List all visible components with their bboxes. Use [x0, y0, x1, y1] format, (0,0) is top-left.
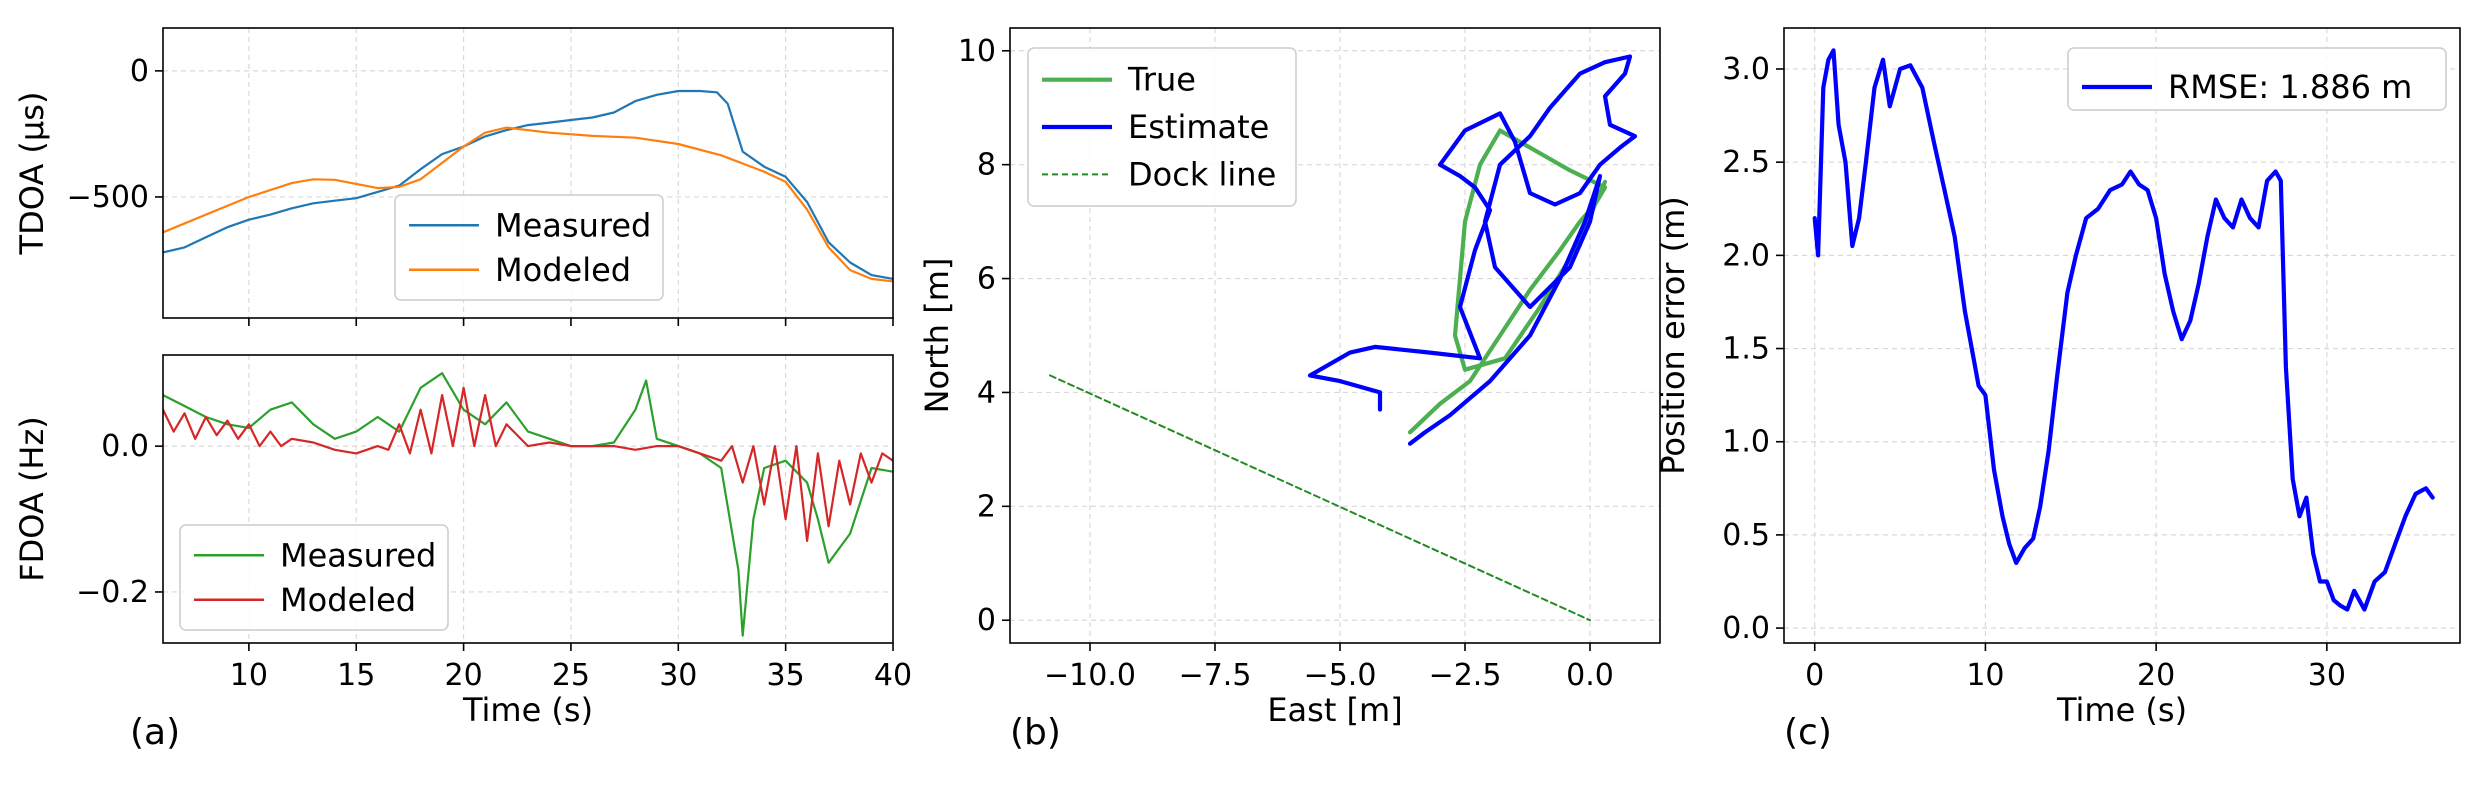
- legend-label: Modeled: [495, 251, 631, 289]
- x-axis-label: East [m]: [1267, 691, 1402, 729]
- x-tick-label: 30: [659, 658, 697, 693]
- legend-label: Dock line: [1128, 155, 1276, 193]
- y-axis-label: TDOA (µs): [13, 92, 51, 256]
- legend-box: [179, 524, 449, 631]
- y-tick-label: 6: [977, 262, 996, 297]
- x-tick-label: −10.0: [1044, 658, 1136, 693]
- x-tick-label: 30: [2308, 658, 2346, 693]
- series-group-tdoa: [163, 89, 893, 283]
- x-tick-label: 0.0: [1566, 658, 1614, 693]
- series-group-position-error: [1812, 48, 2435, 612]
- x-tick-label: −2.5: [1429, 658, 1502, 693]
- x-tick-label: 20: [2137, 658, 2175, 693]
- x-tick-label: −5.0: [1304, 658, 1377, 693]
- legend-box: [1027, 47, 1297, 207]
- legend-label: RMSE: 1.886 m: [2168, 68, 2412, 106]
- y-tick-label: 4: [977, 375, 996, 410]
- y-tick-label: 1.5: [1722, 332, 1770, 367]
- x-tick-label: 15: [337, 658, 375, 693]
- panel-label-a: (a): [130, 712, 180, 753]
- legend-label: Estimate: [1128, 108, 1269, 146]
- legend-fdoa: Measured Modeled: [179, 524, 449, 631]
- legend-box: [394, 194, 664, 301]
- y-tick-label: 2.5: [1722, 145, 1770, 180]
- y-tick-label: 2.0: [1722, 238, 1770, 273]
- x-tick-label: 10: [1966, 658, 2004, 693]
- y-tick-label: 0.5: [1722, 518, 1770, 553]
- axes-frame-position-error: [1783, 27, 2461, 644]
- y-tick-label: 0.0: [1722, 611, 1770, 646]
- y-tick-label: 0.0: [101, 429, 149, 464]
- legend-trajectory: True Estimate Dock line: [1027, 47, 1297, 207]
- x-tick-label: 40: [874, 658, 912, 693]
- y-axis-label: FDOA (Hz): [13, 416, 51, 582]
- x-tick-label: 20: [444, 658, 482, 693]
- series-line-trajectory-1: [1307, 54, 1638, 446]
- y-axis-label: North [m]: [918, 258, 956, 414]
- y-tick-label: 0: [977, 603, 996, 638]
- y-tick-label: 8: [977, 148, 996, 183]
- y-tick-label: 10: [958, 34, 996, 69]
- x-tick-label: 0: [1805, 658, 1824, 693]
- x-axis-label: Time (s): [2056, 691, 2187, 729]
- x-tick-label: 35: [767, 658, 805, 693]
- legend-label: Modeled: [280, 581, 416, 619]
- panel-tdoa: −500 0 TDOA (µs) Measured Modeled: [13, 27, 894, 326]
- x-tick-label: 25: [552, 658, 590, 693]
- y-tick-label: 1.0: [1722, 425, 1770, 460]
- series-line-tdoa-0: [163, 89, 893, 280]
- axes-frame-fdoa: [162, 354, 894, 644]
- x-tick-label: 10: [230, 658, 268, 693]
- axes-frame-tdoa: [162, 27, 894, 319]
- legend-label: Measured: [280, 536, 436, 574]
- series-line-trajectory-0: [1407, 128, 1608, 435]
- y-tick-label: −500: [67, 180, 149, 215]
- legend-tdoa: Measured Modeled: [394, 194, 664, 301]
- legend-position-error: RMSE: 1.886 m: [2067, 47, 2447, 111]
- series-line-position-error-0: [1812, 48, 2435, 612]
- series-line-tdoa-1: [163, 126, 893, 283]
- grid-position-error: [1784, 28, 2460, 643]
- panel-trajectory: −10.0 −7.5 −5.0 −2.5 0.0 0 2 4 6 8 10 East [m] North…: [918, 27, 1661, 729]
- panel-label-b: (b): [1010, 712, 1061, 753]
- panel-label-c: (c): [1784, 712, 1832, 753]
- legend-label: Measured: [495, 206, 651, 244]
- series-line-fdoa-1: [163, 386, 893, 542]
- y-tick-label: 0: [130, 54, 149, 89]
- y-tick-label: −0.2: [76, 575, 149, 610]
- legend-label: True: [1127, 61, 1196, 99]
- x-axis-label: Time (s): [462, 691, 593, 729]
- legend-box: [2067, 47, 2447, 111]
- y-axis-label: Position error (m): [1654, 196, 1692, 475]
- series-line-trajectory-2: [1049, 374, 1591, 622]
- grid-tdoa: [163, 28, 894, 318]
- axes-frame-trajectory: [1009, 27, 1661, 644]
- series-group-trajectory: [1049, 54, 1638, 622]
- panel-fdoa: 10 15 20 25 30 35 40 −0.2 0.0 Time (s) FDOA (Hz) Me…: [13, 354, 912, 729]
- panel-position-error: 0 10 20 30 0.0 0.5 1.0 1.5 2.0 2.5 3.0 Time (s) Posi…: [1654, 27, 2461, 729]
- series-group-fdoa: [163, 372, 893, 637]
- x-tick-label: −7.5: [1179, 658, 1252, 693]
- y-tick-label: 2: [977, 489, 996, 524]
- y-tick-label: 3.0: [1722, 52, 1770, 87]
